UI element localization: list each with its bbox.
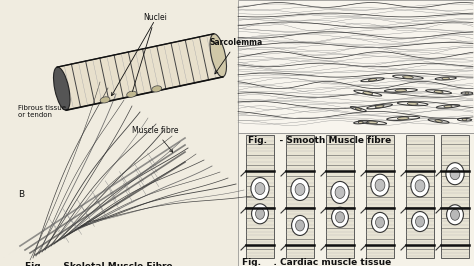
Bar (238, 0, 474, 133)
Ellipse shape (291, 178, 309, 201)
Ellipse shape (407, 102, 418, 105)
Bar (366, 135, 394, 258)
Ellipse shape (444, 105, 452, 108)
Ellipse shape (411, 211, 428, 231)
Ellipse shape (100, 97, 110, 103)
Ellipse shape (371, 174, 389, 196)
Ellipse shape (295, 184, 305, 196)
Ellipse shape (375, 179, 385, 191)
Ellipse shape (336, 212, 345, 223)
Bar (326, 135, 354, 258)
Ellipse shape (411, 175, 429, 197)
Ellipse shape (435, 120, 442, 122)
Ellipse shape (251, 177, 269, 200)
Ellipse shape (375, 105, 384, 108)
Ellipse shape (356, 108, 361, 110)
Bar (441, 135, 469, 258)
Text: Fig.    . Cardiac muscle tissue: Fig. . Cardiac muscle tissue (242, 258, 391, 266)
Ellipse shape (447, 205, 464, 225)
Text: Sarcolemma: Sarcolemma (210, 38, 263, 74)
Ellipse shape (54, 67, 70, 110)
Ellipse shape (332, 207, 348, 227)
Bar (406, 135, 434, 258)
Ellipse shape (397, 117, 409, 120)
Ellipse shape (255, 182, 265, 194)
Ellipse shape (416, 216, 425, 227)
Ellipse shape (465, 92, 469, 94)
Ellipse shape (375, 217, 384, 228)
Ellipse shape (127, 91, 137, 97)
Ellipse shape (255, 208, 264, 219)
Text: Fibrous tissue
or tendon: Fibrous tissue or tendon (18, 105, 66, 118)
Ellipse shape (363, 92, 373, 95)
Text: Fig.    - Skeletal Muscle Fibre: Fig. - Skeletal Muscle Fibre (25, 262, 173, 266)
Text: Fig.    - Smooth Muscle fibre: Fig. - Smooth Muscle fibre (248, 136, 391, 145)
Ellipse shape (358, 121, 363, 123)
Ellipse shape (402, 76, 413, 78)
Ellipse shape (252, 204, 268, 224)
Ellipse shape (415, 180, 425, 192)
Ellipse shape (395, 89, 407, 92)
Ellipse shape (450, 209, 459, 220)
Text: B: B (18, 190, 24, 199)
Text: Nuclei: Nuclei (132, 13, 167, 92)
Ellipse shape (450, 168, 460, 180)
Ellipse shape (295, 220, 304, 231)
Ellipse shape (434, 90, 443, 93)
Ellipse shape (446, 163, 464, 185)
Ellipse shape (372, 213, 388, 232)
Ellipse shape (367, 121, 377, 124)
Bar (238, 133, 474, 266)
Text: Muscle fibre: Muscle fibre (132, 126, 178, 152)
Bar (286, 135, 314, 258)
Bar (246, 135, 274, 258)
Ellipse shape (442, 77, 449, 80)
Ellipse shape (368, 79, 377, 81)
Ellipse shape (462, 119, 467, 121)
Polygon shape (57, 34, 223, 110)
Ellipse shape (292, 215, 309, 235)
Ellipse shape (152, 86, 162, 92)
Ellipse shape (210, 34, 227, 77)
Ellipse shape (335, 186, 345, 198)
Ellipse shape (331, 181, 349, 203)
